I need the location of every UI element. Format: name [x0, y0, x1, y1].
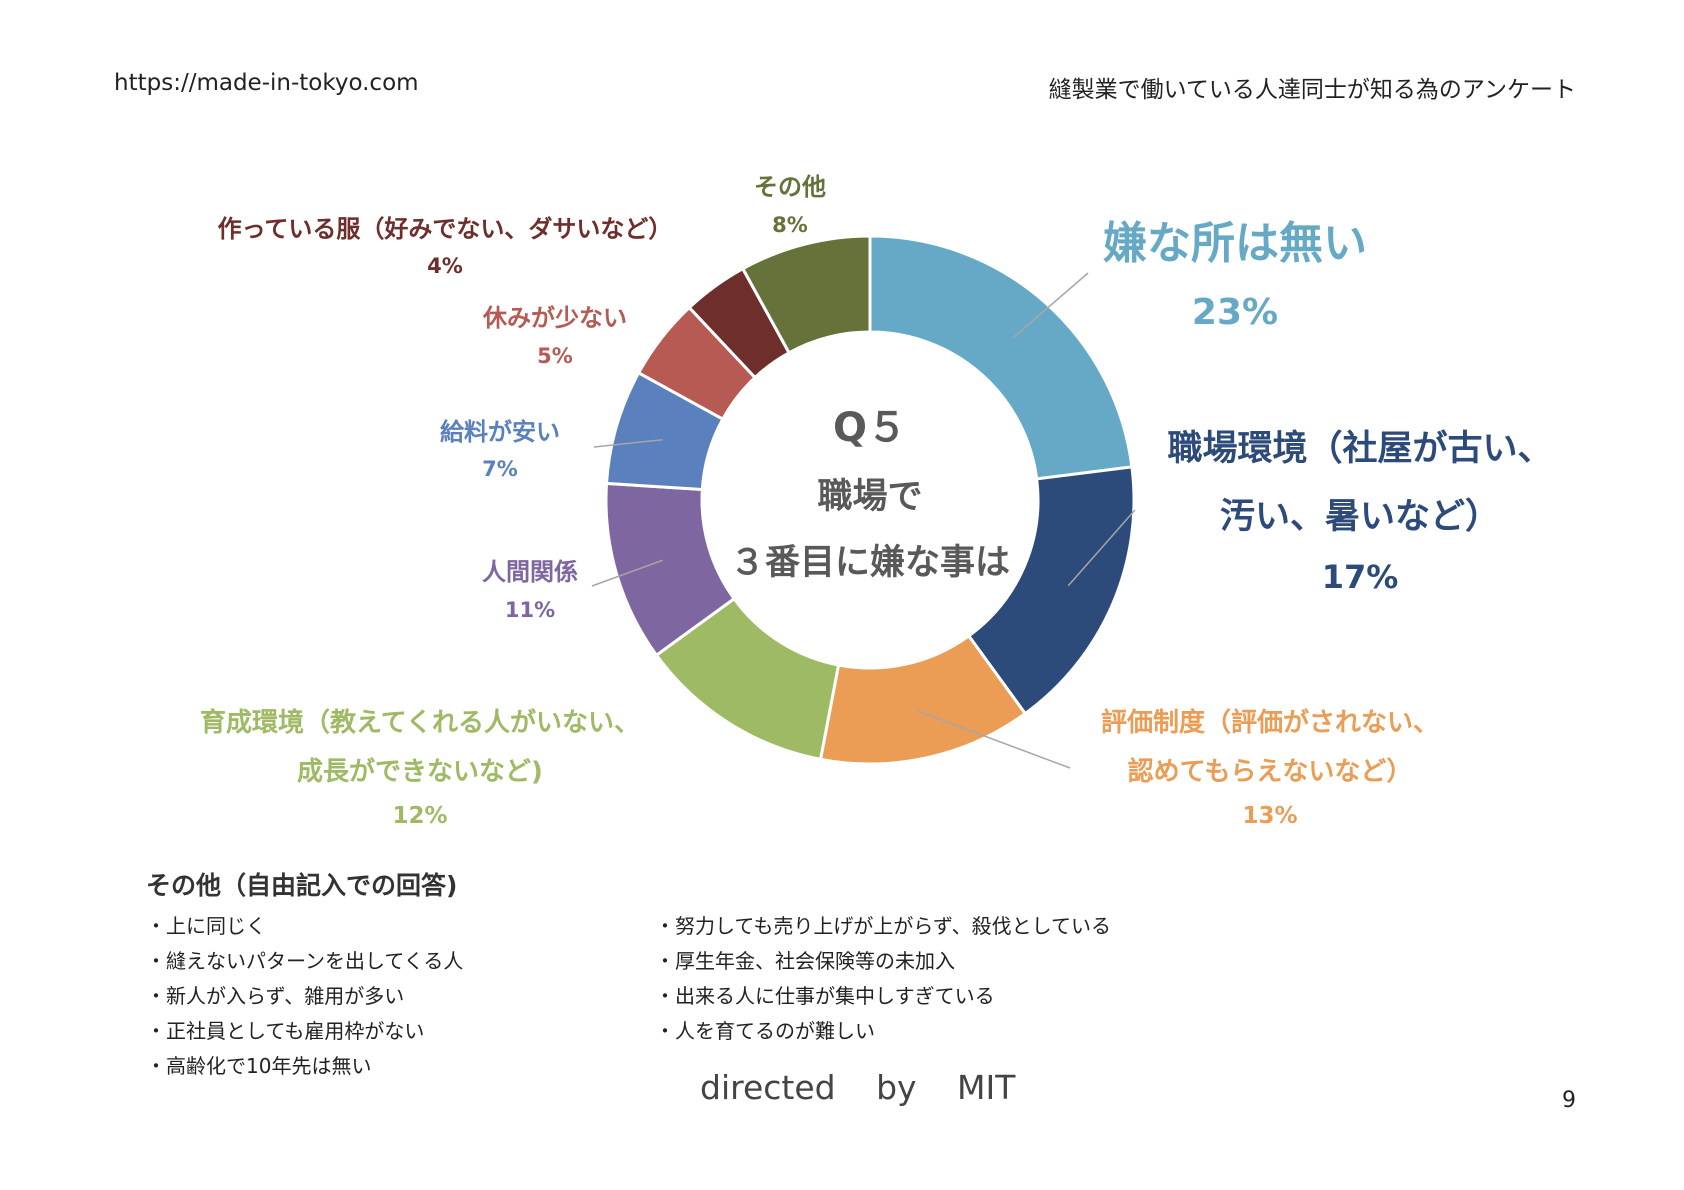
note-left-5: ・高齢化で10年先は無い: [146, 1054, 372, 1078]
slice-label-relationships: 人間関係: [482, 558, 578, 586]
slice-label-evaluation-line2: 認めてもらえないなど）: [1127, 757, 1413, 787]
leader-line-relationships: [591, 559, 663, 587]
note-left-3: ・新人が入らず、雑用が多い: [146, 984, 405, 1008]
note-right-1: ・努力しても売り上げが上がらず、殺伐としている: [655, 914, 1111, 938]
slice-percent-evaluation: 13%: [1242, 803, 1298, 829]
note-right-4: ・人を育てるのが難しい: [655, 1019, 875, 1043]
slice-label-workplace-line2: 汚い、暑いなど）: [1219, 497, 1500, 537]
survey-title: 縫製業で働いている人達同士が知る為のアンケート: [1048, 77, 1576, 103]
chart-question-number: Q５: [832, 405, 907, 451]
slice-percent-training: 12%: [392, 803, 448, 829]
slice-label-evaluation-line1: 評価制度（評価がされない、: [1100, 708, 1439, 738]
slice-percent-few-holidays: 5%: [537, 344, 573, 368]
slice-other: [740, 234, 872, 355]
footer-credit: directed by MIT: [700, 1068, 1016, 1107]
note-left-1: ・上に同じく: [146, 914, 266, 938]
leader-line-no-dislikes: [1012, 272, 1089, 339]
notes-title: その他（自由記入での回答): [146, 871, 458, 900]
slice-no-dislikes: [868, 234, 1134, 481]
slice-percent-no-dislikes: 23%: [1191, 292, 1279, 333]
slice-label-training-line2: 成長ができないなど): [297, 757, 543, 787]
slice-label-training-line1: 育成環境（教えてくれる人がいない、: [200, 708, 640, 738]
note-right-2: ・厚生年金、社会保険等の未加入: [655, 949, 955, 973]
page-number: 9: [1562, 1088, 1576, 1113]
note-left-2: ・縫えないパターンを出してくる人: [146, 949, 464, 973]
slice-label-low-pay: 給料が安い: [440, 418, 560, 446]
slice-label-clothes: 作っている服（好みでない、ダサいなど）: [217, 215, 673, 243]
slice-percent-relationships: 11%: [504, 598, 556, 622]
leader-line-workplace: [1067, 509, 1136, 587]
site-url: https://made-in-tokyo.com: [114, 70, 419, 96]
slice-label-workplace-line1: 職場環境（社屋が古い、: [1167, 429, 1553, 469]
leader-line-evaluation: [916, 710, 1071, 769]
chart-question-line1: 職場で: [817, 477, 923, 517]
note-left-4: ・正社員としても雇用枠がない: [146, 1019, 425, 1043]
note-right-3: ・出来る人に仕事が集中しすぎている: [655, 984, 995, 1008]
slice-label-no-dislikes: 嫌な所は無い: [1103, 218, 1367, 269]
slice-percent-other: 8%: [772, 213, 808, 237]
slice-label-few-holidays: 休みが少ない: [483, 304, 627, 332]
leader-line-low-pay: [593, 438, 663, 448]
slice-percent-workplace: 17%: [1321, 558, 1399, 596]
slice-percent-clothes: 4%: [427, 254, 463, 278]
chart-question-line2: ３番目に嫌な事は: [729, 543, 1010, 583]
slice-percent-low-pay: 7%: [482, 457, 518, 481]
slice-label-other: その他: [754, 173, 826, 201]
